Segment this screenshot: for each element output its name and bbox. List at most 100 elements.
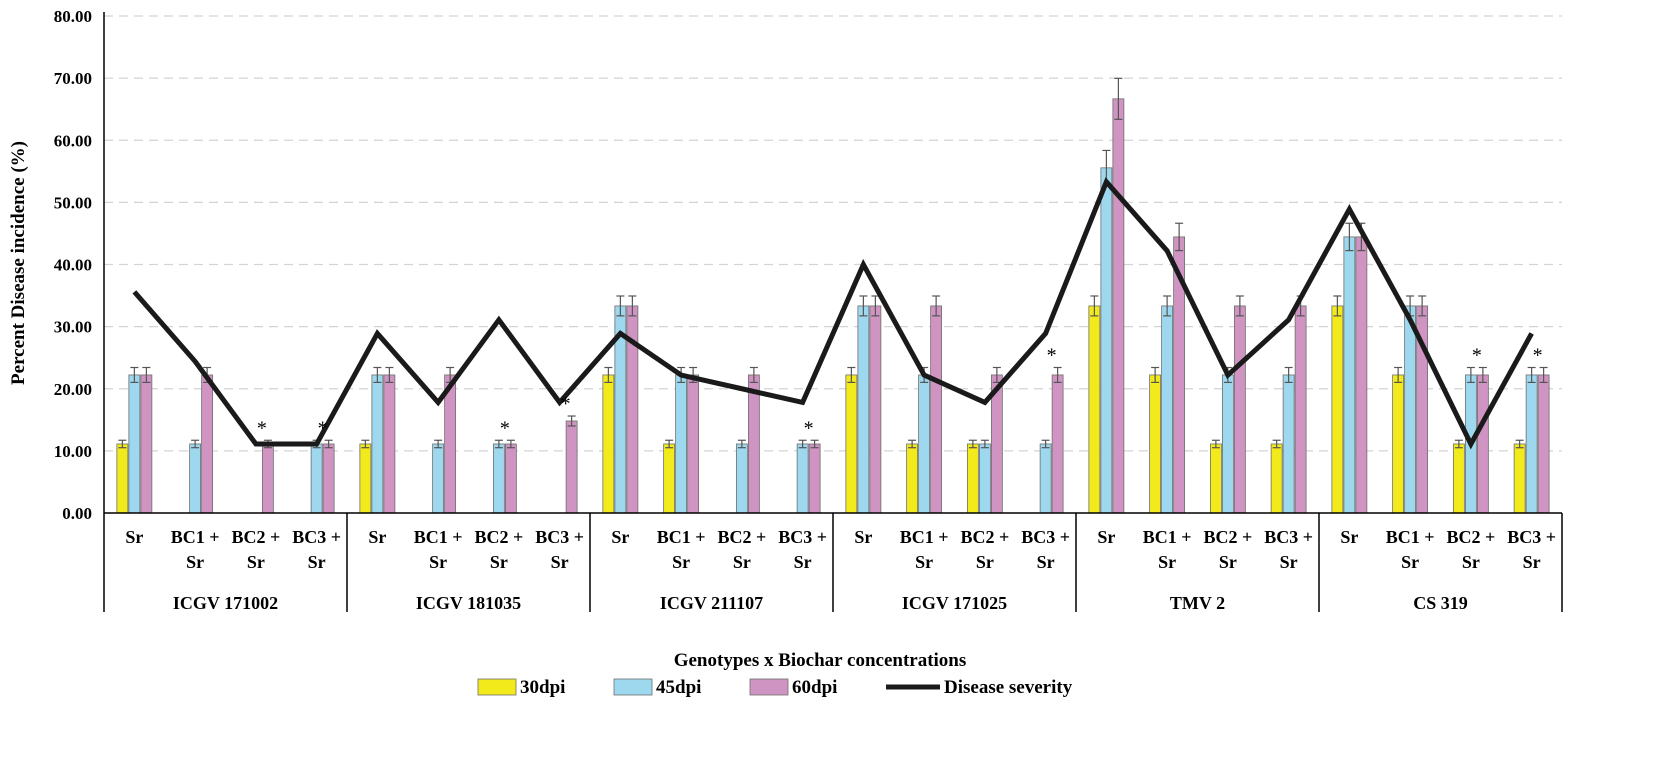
- legend-label: 60dpi: [792, 677, 837, 698]
- y-axis-ticks: 0.00 10.00 20.00 30.00 40.00 50.00 60.00 70.00 8…: [54, 7, 92, 523]
- bar-45dpi: [128, 374, 141, 514]
- bar-45dpi: [1039, 443, 1052, 514]
- severity-line-layer: [132, 177, 1534, 450]
- group-label: ICGV 171002: [173, 593, 278, 613]
- x-tick-label: BC1 +: [171, 527, 220, 547]
- legend-swatch-30dpi: [477, 678, 517, 696]
- legend-label: 45dpi: [656, 677, 701, 698]
- x-tick-label: Sr: [308, 552, 326, 572]
- y-tick-label: 40.00: [54, 256, 92, 275]
- x-tick-label: Sr: [551, 552, 569, 572]
- legend: 30dpi 45dpi 60dpi Disease severity: [477, 677, 1073, 698]
- x-tick-label: Sr: [1097, 527, 1115, 547]
- x-axis-labels: Sr BC1 + Sr BC2 + Sr BC3 + Sr Sr BC1 + Sr BC2 + Sr B…: [125, 527, 1556, 613]
- legend-swatch-60dpi: [749, 678, 789, 696]
- bar-30dpi: [1392, 374, 1405, 514]
- x-tick-label: BC3 +: [1507, 527, 1556, 547]
- bar-30dpi: [663, 443, 676, 514]
- y-tick-label: 20.00: [54, 380, 92, 399]
- x-tick-label: BC1 +: [657, 527, 706, 547]
- bar-60dpi: [687, 374, 700, 514]
- significance-marker: *: [561, 393, 571, 415]
- x-tick-label: BC1 +: [1143, 527, 1192, 547]
- x-tick-label: Sr: [1401, 552, 1419, 572]
- x-tick-label: BC2 +: [474, 527, 523, 547]
- legend-swatch-45dpi: [613, 678, 653, 696]
- bar-60dpi: [140, 374, 153, 514]
- bar-60dpi: [747, 374, 760, 514]
- bar-30dpi: [359, 443, 372, 514]
- bar-60dpi: [444, 374, 457, 514]
- x-tick-label: Sr: [1219, 552, 1237, 572]
- x-tick-label: BC2 +: [231, 527, 280, 547]
- bar-30dpi: [116, 443, 129, 514]
- significance-marker: *: [1472, 345, 1482, 367]
- x-tick-label: Sr: [490, 552, 508, 572]
- bar-45dpi: [189, 443, 202, 514]
- x-tick-label: Sr: [1523, 552, 1541, 572]
- significance-marker: *: [1047, 345, 1057, 367]
- y-tick-label: 60.00: [54, 131, 92, 150]
- severity-line: [132, 177, 1534, 450]
- x-tick-label: BC3 +: [535, 527, 584, 547]
- legend-label: Disease severity: [944, 677, 1073, 698]
- bar-30dpi: [966, 443, 979, 514]
- bar-30dpi: [1149, 374, 1162, 514]
- x-tick-label: BC2 +: [960, 527, 1009, 547]
- bar-60dpi: [1051, 374, 1064, 514]
- significance-marker: *: [500, 417, 510, 439]
- x-tick-label: Sr: [976, 552, 994, 572]
- group-label: CS 319: [1413, 593, 1468, 613]
- grid-layer: [104, 15, 1562, 452]
- x-tick-label: BC2 +: [717, 527, 766, 547]
- bar-30dpi: [845, 374, 858, 514]
- x-tick-label: Sr: [794, 552, 812, 572]
- bar-60dpi: [383, 374, 396, 514]
- bar-30dpi: [1270, 443, 1283, 514]
- significance-marker: *: [1533, 345, 1543, 367]
- bar-60dpi: [322, 443, 335, 514]
- significance-marker: *: [804, 417, 814, 439]
- bar-30dpi: [1088, 305, 1101, 514]
- bar-60dpi: [261, 443, 274, 514]
- x-tick-label: Sr: [1340, 527, 1358, 547]
- y-tick-label: 70.00: [54, 69, 92, 88]
- bar-45dpi: [675, 374, 688, 514]
- bar-45dpi: [371, 374, 384, 514]
- bar-45dpi: [796, 443, 809, 514]
- bar-45dpi: [1282, 374, 1295, 514]
- bar-45dpi: [857, 305, 870, 514]
- y-tick-label: 0.00: [62, 504, 92, 523]
- x-tick-label: BC2 +: [1203, 527, 1252, 547]
- x-axis-title: Genotypes x Biochar concentrations: [674, 650, 967, 671]
- bar-30dpi: [1452, 443, 1465, 514]
- bar-30dpi: [1209, 443, 1222, 514]
- x-tick-label: BC1 +: [414, 527, 463, 547]
- significance-marker: *: [257, 417, 267, 439]
- y-tick-label: 30.00: [54, 318, 92, 337]
- x-tick-label: Sr: [915, 552, 933, 572]
- bar-60dpi: [1112, 98, 1125, 514]
- x-tick-label: Sr: [368, 527, 386, 547]
- y-tick-label: 10.00: [54, 442, 92, 461]
- x-tick-label: Sr: [1158, 552, 1176, 572]
- bar-45dpi: [432, 443, 445, 514]
- bar-60dpi: [930, 305, 943, 514]
- bar-60dpi: [1537, 374, 1550, 514]
- y-axis-title: Percent Disease incidence (%): [8, 141, 29, 385]
- bar-45dpi: [1525, 374, 1538, 514]
- y-tick-label: 50.00: [54, 193, 92, 212]
- bar-60dpi: [808, 443, 821, 514]
- bar-45dpi: [735, 443, 748, 514]
- x-tick-label: Sr: [1037, 552, 1055, 572]
- bar-45dpi: [310, 443, 323, 514]
- group-label: TMV 2: [1170, 593, 1225, 613]
- bar-45dpi: [1343, 236, 1356, 514]
- x-tick-label: BC1 +: [1386, 527, 1435, 547]
- significance-layer: * * * * * * * *: [257, 345, 1543, 440]
- y-tick-label: 80.00: [54, 7, 92, 26]
- x-tick-label: BC3 +: [1264, 527, 1313, 547]
- axis-layer: [103, 12, 1563, 612]
